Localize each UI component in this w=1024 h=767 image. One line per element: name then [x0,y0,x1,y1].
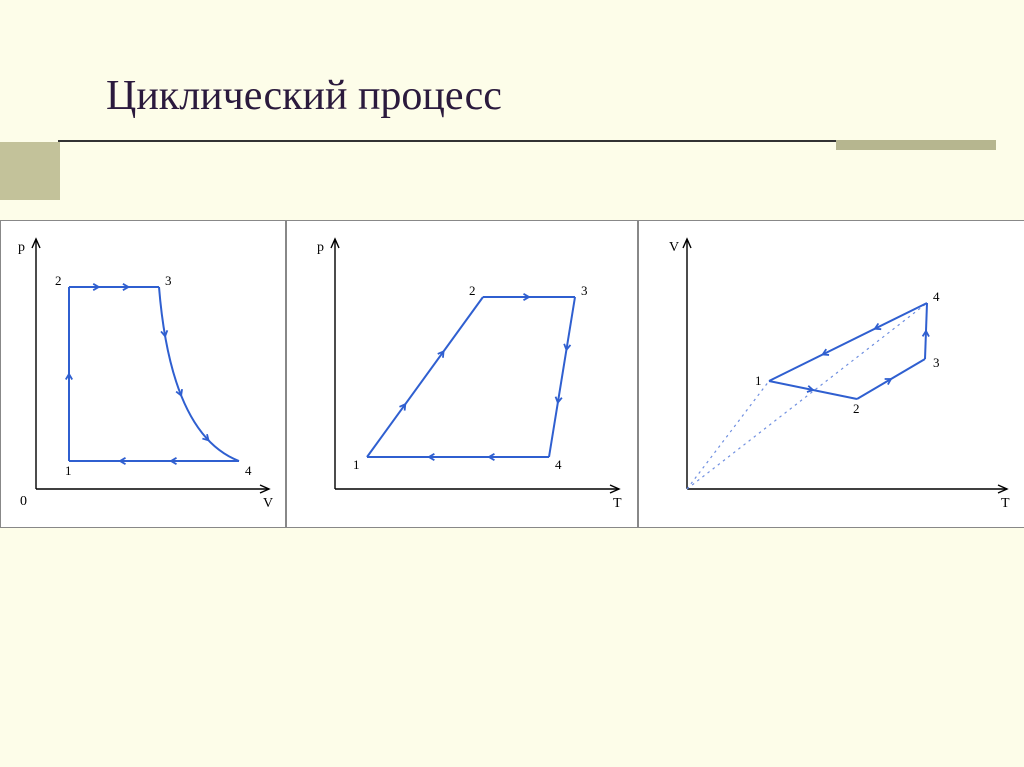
svg-text:V: V [263,496,273,511]
charts-row: p V 0 1 2 3 4 p T 1 2 3 4 V T 1 2 3 4 [0,220,1024,528]
svg-text:3: 3 [933,355,940,370]
title-underline-accent [836,140,996,150]
svg-text:T: T [1001,496,1010,511]
svg-text:V: V [669,240,679,255]
svg-text:2: 2 [469,283,476,298]
page-title: Циклический процесс [106,72,502,120]
chart-vt: V T 1 2 3 4 [638,220,1024,528]
svg-text:4: 4 [933,289,940,304]
svg-text:4: 4 [245,463,252,478]
svg-text:2: 2 [853,401,860,416]
chart-pt: p T 1 2 3 4 [286,220,638,528]
svg-text:4: 4 [555,457,562,472]
svg-text:1: 1 [65,463,72,478]
svg-text:p: p [18,240,25,255]
svg-text:2: 2 [55,273,62,288]
svg-text:0: 0 [20,494,27,509]
svg-text:3: 3 [165,273,172,288]
svg-text:3: 3 [581,283,588,298]
svg-text:p: p [317,240,324,255]
chart-pv: p V 0 1 2 3 4 [0,220,286,528]
svg-text:T: T [613,496,622,511]
decorative-sidebar-block [0,142,60,200]
svg-text:1: 1 [755,373,762,388]
svg-text:1: 1 [353,457,360,472]
